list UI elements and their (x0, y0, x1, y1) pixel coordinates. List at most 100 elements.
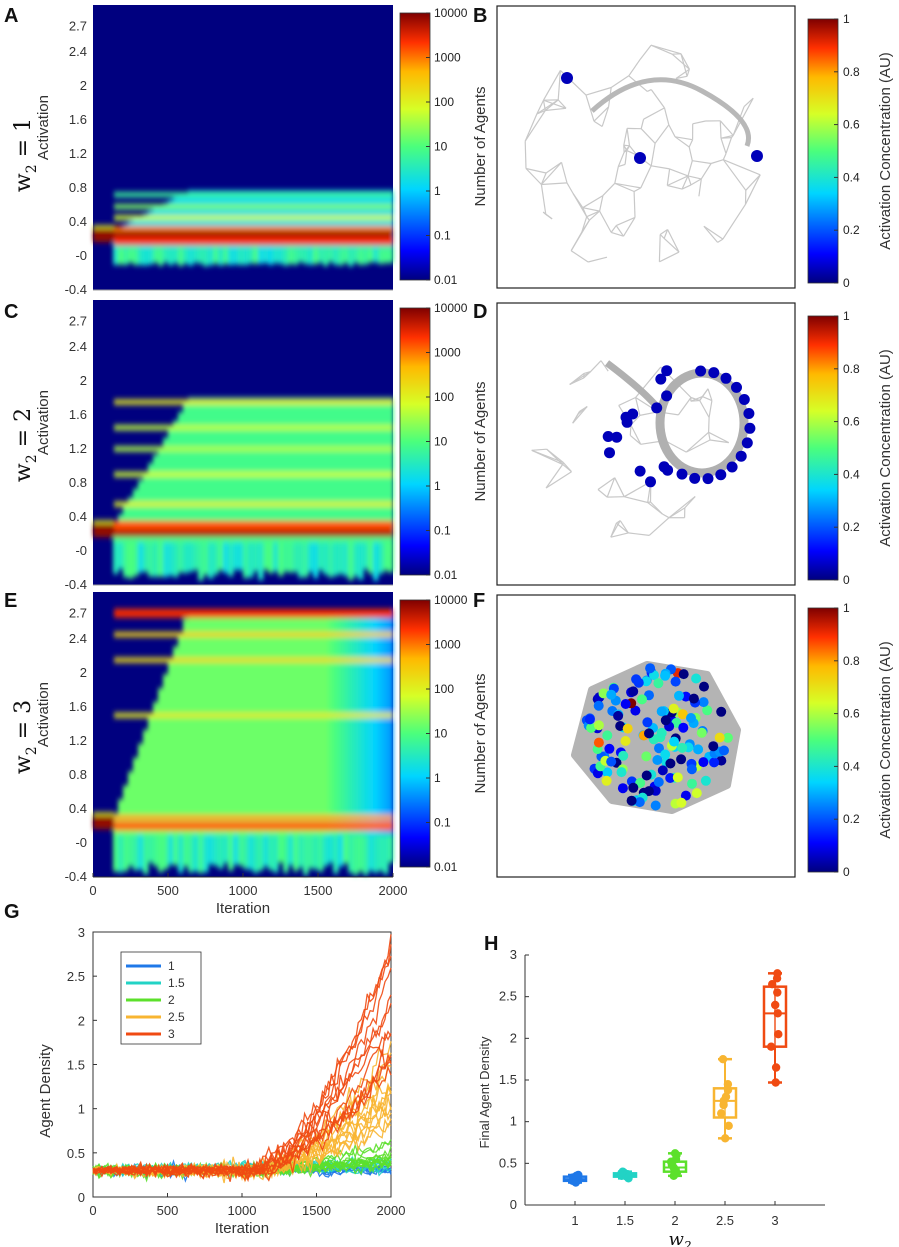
heatmap-cell (363, 247, 369, 265)
heatmap-y-tick: 1.6 (69, 112, 87, 127)
heatmap-cell (358, 247, 364, 265)
heatmap-y-tick: -0.4 (65, 282, 87, 297)
agent-dot (698, 757, 709, 768)
heatmap-cell (168, 429, 174, 556)
network-edge (651, 165, 670, 170)
agent-dot (634, 797, 645, 808)
colorbar-c: 10000 1000 100 10 1 0.1 0.01 Number of Agents (399, 301, 489, 582)
network-edge (623, 144, 628, 151)
y-tick: 1 (510, 1114, 517, 1129)
colorbar-a: 10000 1000 100 10 1 0.1 0.01 Number of Agents (399, 6, 489, 287)
network-edge (667, 184, 683, 190)
heatmap-cell (368, 542, 374, 574)
colorbar-d: 1 0.8 0.6 0.4 0.2 0 Activation Concentration (… (807, 309, 894, 587)
heatmap-cell (213, 834, 219, 866)
network-edge (674, 136, 690, 148)
colorbar-tick: 0.6 (843, 415, 860, 429)
heatmap-cell (148, 716, 154, 848)
heatmap-cell (308, 542, 314, 573)
network-edge (687, 160, 693, 177)
heatmap-cell (373, 542, 379, 581)
agent-dot (626, 795, 637, 806)
agent-dot (751, 150, 763, 162)
heatmap-cell (223, 834, 229, 864)
agent-dot (641, 770, 652, 781)
network-edge (692, 120, 706, 125)
agent-dot (651, 402, 663, 414)
network-edge (614, 166, 619, 184)
colorbar-tick: 10 (434, 140, 448, 154)
network-edge (628, 532, 650, 536)
network-edge (668, 507, 686, 519)
box-3 (762, 969, 788, 1087)
agent-dot (628, 782, 639, 793)
heatmap-cell (178, 247, 184, 266)
colorbar-tick: 0.8 (843, 362, 860, 376)
svg-text:w2 = 2: w2 = 2 (11, 408, 40, 482)
heatmap-cell (308, 247, 314, 265)
network-edge (586, 216, 590, 221)
network-edge (709, 439, 729, 444)
network-edge (615, 225, 624, 237)
network-edge (615, 216, 636, 227)
heatmap-cell (148, 463, 154, 556)
heatmap-band-2 (114, 226, 393, 232)
heatmap-e: -0.4 -0 0.4 0.8 1.2 1.6 2 2.4 2.7 Activation 0 500 1… (35, 592, 407, 917)
heatmap-cell (343, 834, 349, 864)
network-edge (687, 175, 692, 186)
network-edge (688, 139, 694, 148)
network-edge (698, 178, 702, 197)
y-tick: 0.5 (67, 1146, 85, 1161)
heatmap-cell (228, 542, 234, 577)
heatmap-cell (333, 609, 339, 848)
network-edge (647, 502, 663, 515)
box-1 (562, 1170, 588, 1187)
heatmap-cell (143, 834, 149, 875)
heatmap-cell (158, 542, 164, 577)
heatmap-cell (93, 227, 114, 243)
heatmap-cell (93, 225, 114, 229)
network-edge (719, 120, 734, 136)
heatmap-y-tick: 2.7 (69, 313, 87, 328)
heatmap-cell (328, 542, 334, 578)
colorbar-tick: 0.6 (843, 118, 860, 132)
heatmap-cell (178, 632, 184, 848)
network-trail (590, 77, 751, 147)
box-point (773, 988, 782, 997)
network-edge (582, 207, 588, 217)
network-edge (692, 160, 712, 165)
agent-dot (634, 465, 646, 477)
network-edge (687, 175, 702, 180)
heatmap-cell (373, 247, 379, 263)
agent-dot (744, 422, 756, 434)
box-point (774, 1030, 783, 1039)
heatmap-cell (363, 609, 369, 848)
heatmap-cell (183, 403, 189, 556)
heatmap-band-2 (114, 501, 393, 507)
agent-dot (668, 703, 679, 714)
heatmap-cell (128, 771, 134, 848)
heatmap-band-1 (114, 520, 393, 530)
heatmap-cell (253, 609, 259, 848)
heatmap-cell (288, 834, 294, 866)
heatmap-cell (133, 757, 139, 848)
x-tick: 2000 (377, 1203, 406, 1218)
x-axis-label: Iteration (215, 1220, 269, 1237)
heatmap-cell (358, 609, 364, 848)
agent-dot (689, 472, 701, 484)
heatmap-y-tick: -0.4 (65, 577, 87, 592)
heatmap-cell (203, 542, 209, 576)
heatmap-band-3 (114, 471, 393, 477)
colorbar-tick: 0.4 (843, 170, 860, 184)
heatmap-cell (363, 542, 369, 570)
heatmap-y-tick: 1.2 (69, 441, 87, 456)
agent-dot (637, 694, 647, 705)
colorbar-f: 1 0.8 0.6 0.4 0.2 0 Activation Concentration (… (807, 601, 894, 879)
heatmap-cell (303, 247, 309, 264)
heatmap-y-tick: 2 (80, 373, 87, 388)
heatmap-cell (348, 834, 354, 873)
network-edge (708, 432, 711, 441)
agent-dot (641, 676, 652, 687)
colorbar-tick: 1000 (434, 51, 461, 65)
network-edge (722, 159, 747, 191)
